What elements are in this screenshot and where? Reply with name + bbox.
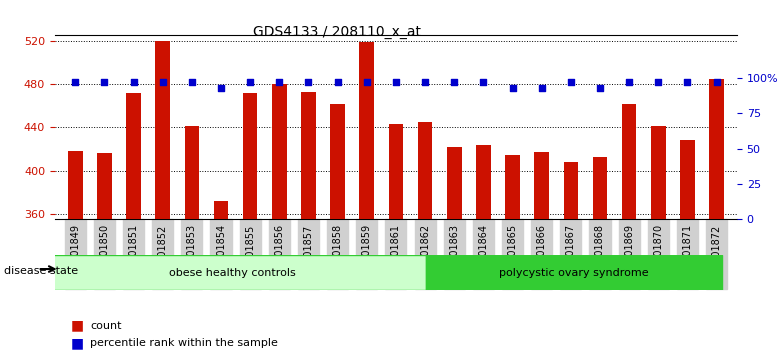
Point <box>127 79 140 85</box>
Point <box>419 79 431 85</box>
Point <box>273 79 285 85</box>
Point <box>681 79 694 85</box>
Bar <box>535 152 549 354</box>
Bar <box>126 93 141 354</box>
Point <box>710 79 723 85</box>
Text: count: count <box>90 321 122 331</box>
Bar <box>418 122 432 354</box>
Point <box>332 79 344 85</box>
FancyBboxPatch shape <box>40 255 426 290</box>
Point <box>535 85 548 91</box>
Point <box>98 79 111 85</box>
Bar <box>68 151 82 354</box>
Bar <box>593 157 608 354</box>
Bar <box>272 84 287 354</box>
Bar <box>505 154 520 354</box>
Point <box>244 79 256 85</box>
Text: ■: ■ <box>71 319 84 333</box>
Bar <box>360 42 374 354</box>
Point <box>69 79 82 85</box>
Point <box>390 79 402 85</box>
Text: polycystic ovary syndrome: polycystic ovary syndrome <box>499 268 648 278</box>
Text: obese healthy controls: obese healthy controls <box>169 268 296 278</box>
Text: percentile rank within the sample: percentile rank within the sample <box>90 338 278 348</box>
Bar <box>680 141 695 354</box>
Bar <box>243 93 257 354</box>
FancyBboxPatch shape <box>426 255 722 290</box>
Point <box>157 79 169 85</box>
Bar <box>476 145 491 354</box>
Point <box>652 79 665 85</box>
Bar <box>155 41 170 354</box>
Point <box>361 79 373 85</box>
Point <box>593 85 606 91</box>
Point <box>302 79 314 85</box>
Bar <box>301 92 316 354</box>
Bar <box>447 147 462 354</box>
Point <box>448 79 460 85</box>
Point <box>622 79 635 85</box>
Bar <box>564 162 578 354</box>
Bar <box>622 104 637 354</box>
Point <box>477 79 490 85</box>
Point <box>564 79 577 85</box>
Point <box>506 85 519 91</box>
Bar <box>214 201 228 354</box>
Text: GDS4133 / 208110_x_at: GDS4133 / 208110_x_at <box>253 25 421 39</box>
Bar <box>710 79 724 354</box>
Text: ■: ■ <box>71 336 84 350</box>
Bar <box>330 104 345 354</box>
Bar <box>651 126 666 354</box>
Point <box>215 85 227 91</box>
Point <box>186 79 198 85</box>
Text: disease state: disease state <box>4 266 78 276</box>
Bar <box>389 124 403 354</box>
Bar <box>184 126 199 354</box>
Bar <box>97 153 111 354</box>
